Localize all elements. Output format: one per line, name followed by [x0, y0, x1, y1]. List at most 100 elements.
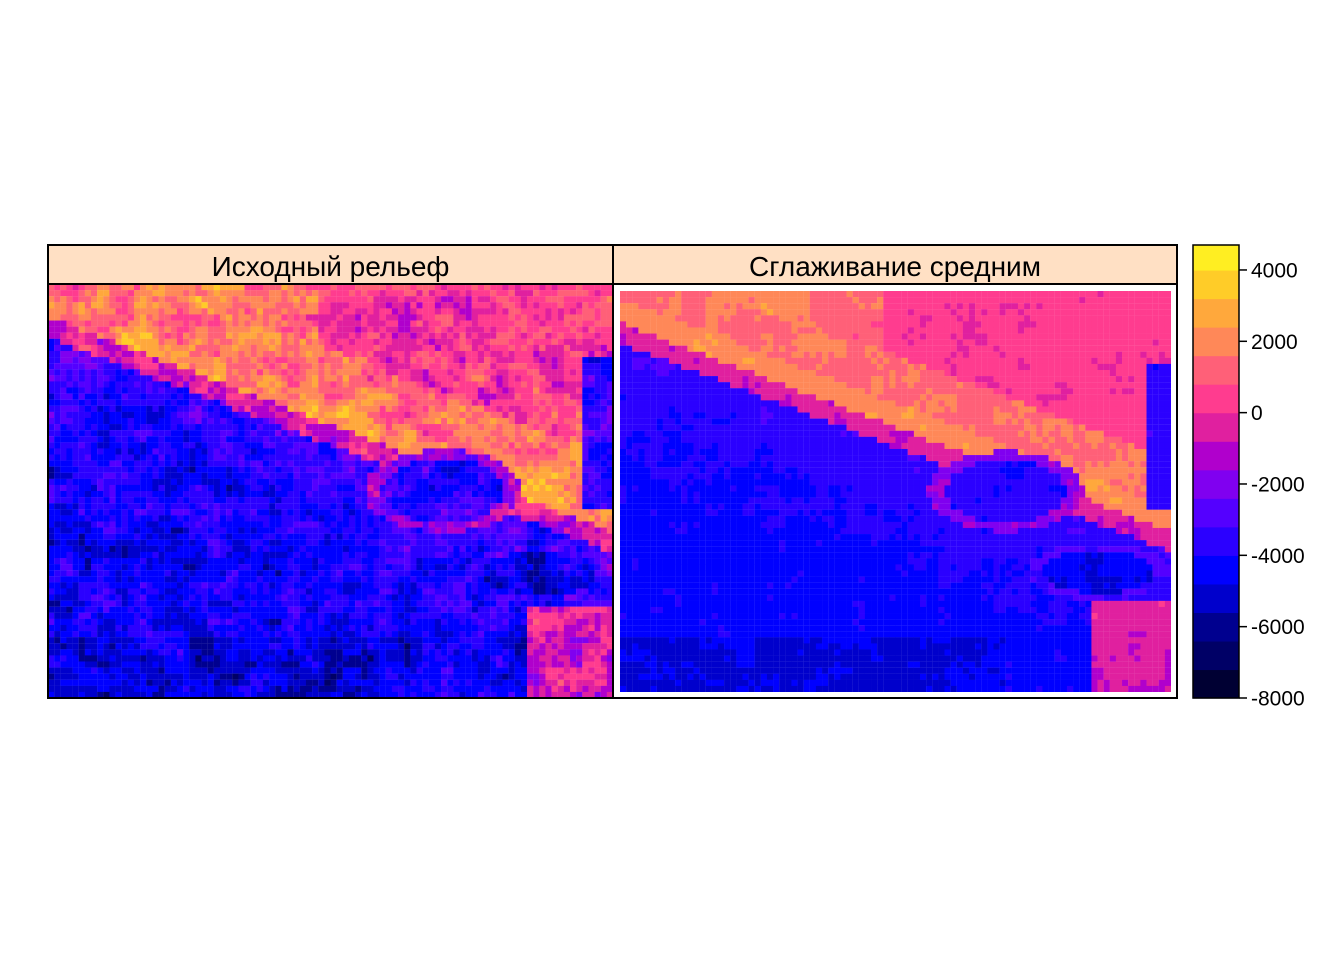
heatmap-original-cell: [514, 606, 522, 613]
heatmap-original-cell: [78, 302, 85, 309]
heatmap-original-cell: [324, 448, 331, 455]
heatmap-original-cell: [281, 454, 288, 461]
heatmap-original-cell: [54, 290, 61, 297]
heatmap-original-cell: [477, 436, 485, 443]
heatmap-original-cell: [146, 454, 153, 461]
heatmap-original-cell: [127, 314, 135, 321]
heatmap-original-cell: [78, 405, 85, 412]
heatmap-original-cell: [146, 393, 153, 400]
heatmap-original-cell: [367, 484, 374, 492]
heatmap-original-cell: [60, 290, 67, 297]
heatmap-original-cell: [453, 472, 460, 479]
heatmap-original-cell: [557, 600, 564, 607]
heatmap-original-cell: [293, 344, 300, 352]
heatmap-original-cell: [305, 302, 313, 309]
heatmap-original-cell: [539, 381, 546, 388]
heatmap-original-cell: [318, 460, 325, 467]
heatmap-original-cell: [152, 375, 159, 382]
heatmap-original-cell: [404, 539, 411, 546]
heatmap-original-cell: [213, 290, 221, 297]
heatmap-original-cell: [600, 350, 607, 358]
heatmap-original-cell: [514, 484, 522, 492]
heatmap-original-cell: [361, 539, 368, 546]
heatmap-original-cell: [570, 539, 577, 546]
heatmap-original-cell: [281, 600, 288, 607]
heatmap-original-cell: [588, 557, 595, 565]
heatmap-original-cell: [78, 600, 85, 607]
heatmap-original-cell: [121, 350, 128, 358]
heatmap-original-cell: [54, 594, 61, 601]
heatmap-original-cell: [453, 381, 460, 388]
heatmap-original-cell: [520, 551, 528, 559]
heatmap-original-cell: [244, 405, 251, 412]
heatmap-original-cell: [582, 582, 589, 589]
heatmap-original-cell: [262, 430, 270, 437]
heatmap-original-cell: [324, 460, 331, 467]
heatmap-original-cell: [152, 296, 159, 303]
heatmap-original-cell: [250, 557, 257, 565]
heatmap-original-cell: [176, 387, 184, 394]
heatmap-original-cell: [410, 411, 417, 419]
heatmap-original-cell: [490, 387, 497, 394]
heatmap-original-cell: [527, 460, 534, 467]
heatmap-original-cell: [84, 424, 92, 431]
heatmap-original-cell: [244, 387, 251, 394]
heatmap-original-cell: [48, 381, 55, 388]
heatmap-original-cell: [459, 515, 466, 522]
heatmap-original-cell: [78, 393, 85, 400]
heatmap-original-cell: [373, 557, 380, 565]
heatmap-original-cell: [428, 570, 436, 577]
heatmap-original-cell: [60, 472, 67, 479]
heatmap-original-cell: [275, 551, 282, 559]
heatmap-original-cell: [66, 612, 73, 619]
heatmap-original-cell: [213, 387, 221, 394]
heatmap-original-cell: [305, 338, 313, 346]
heatmap-original-cell: [379, 284, 386, 291]
heatmap-original-cell: [563, 521, 571, 528]
heatmap-original-cell: [459, 539, 466, 546]
heatmap-original-cell: [606, 478, 613, 486]
heatmap-original-cell: [293, 424, 300, 431]
heatmap-original-cell: [324, 491, 331, 498]
heatmap-original-cell: [391, 326, 399, 333]
heatmap-original-cell: [471, 344, 479, 352]
heatmap-original-cell: [97, 369, 104, 376]
heatmap-original-cell: [115, 466, 122, 473]
heatmap-original-cell: [416, 564, 423, 571]
heatmap-original-cell: [244, 320, 251, 327]
heatmap-original-cell: [299, 332, 307, 339]
heatmap-original-cell: [103, 399, 110, 406]
heatmap-original-cell: [551, 308, 558, 315]
heatmap-original-cell: [269, 600, 276, 607]
heatmap-original-cell: [140, 570, 147, 577]
heatmap-original-cell: [207, 600, 214, 607]
heatmap-original-cell: [385, 557, 393, 565]
heatmap-original-cell: [152, 424, 159, 431]
heatmap-original-cell: [594, 375, 601, 382]
heatmap-original-cell: [90, 424, 98, 431]
heatmap-original-cell: [269, 588, 276, 595]
heatmap-original-cell: [447, 545, 454, 553]
heatmap-original-cell: [373, 460, 380, 467]
heatmap-original-cell: [97, 344, 104, 352]
heatmap-original-cell: [226, 290, 233, 297]
heatmap-original-cell: [238, 539, 245, 546]
heatmap-original-cell: [398, 539, 405, 546]
heatmap-original-cell: [527, 417, 534, 425]
heatmap-original-cell: [459, 284, 466, 291]
heatmap-original-cell: [189, 448, 196, 455]
heatmap-original-cell: [600, 557, 607, 565]
heatmap-original-cell: [48, 606, 55, 613]
heatmap-original-cell: [398, 344, 405, 352]
heatmap-original-cell: [269, 381, 276, 388]
heatmap-original-cell: [287, 430, 294, 437]
heatmap-original-cell: [416, 454, 423, 461]
heatmap-original-cell: [348, 448, 356, 455]
heatmap-original-cell: [416, 576, 423, 583]
heatmap-original-cell: [238, 454, 245, 461]
heatmap-original-cell: [281, 375, 288, 382]
heatmap-original-cell: [207, 460, 214, 467]
heatmap-original-cell: [213, 350, 221, 358]
heatmap-original-cell: [293, 582, 300, 589]
heatmap-original-cell: [189, 375, 196, 382]
